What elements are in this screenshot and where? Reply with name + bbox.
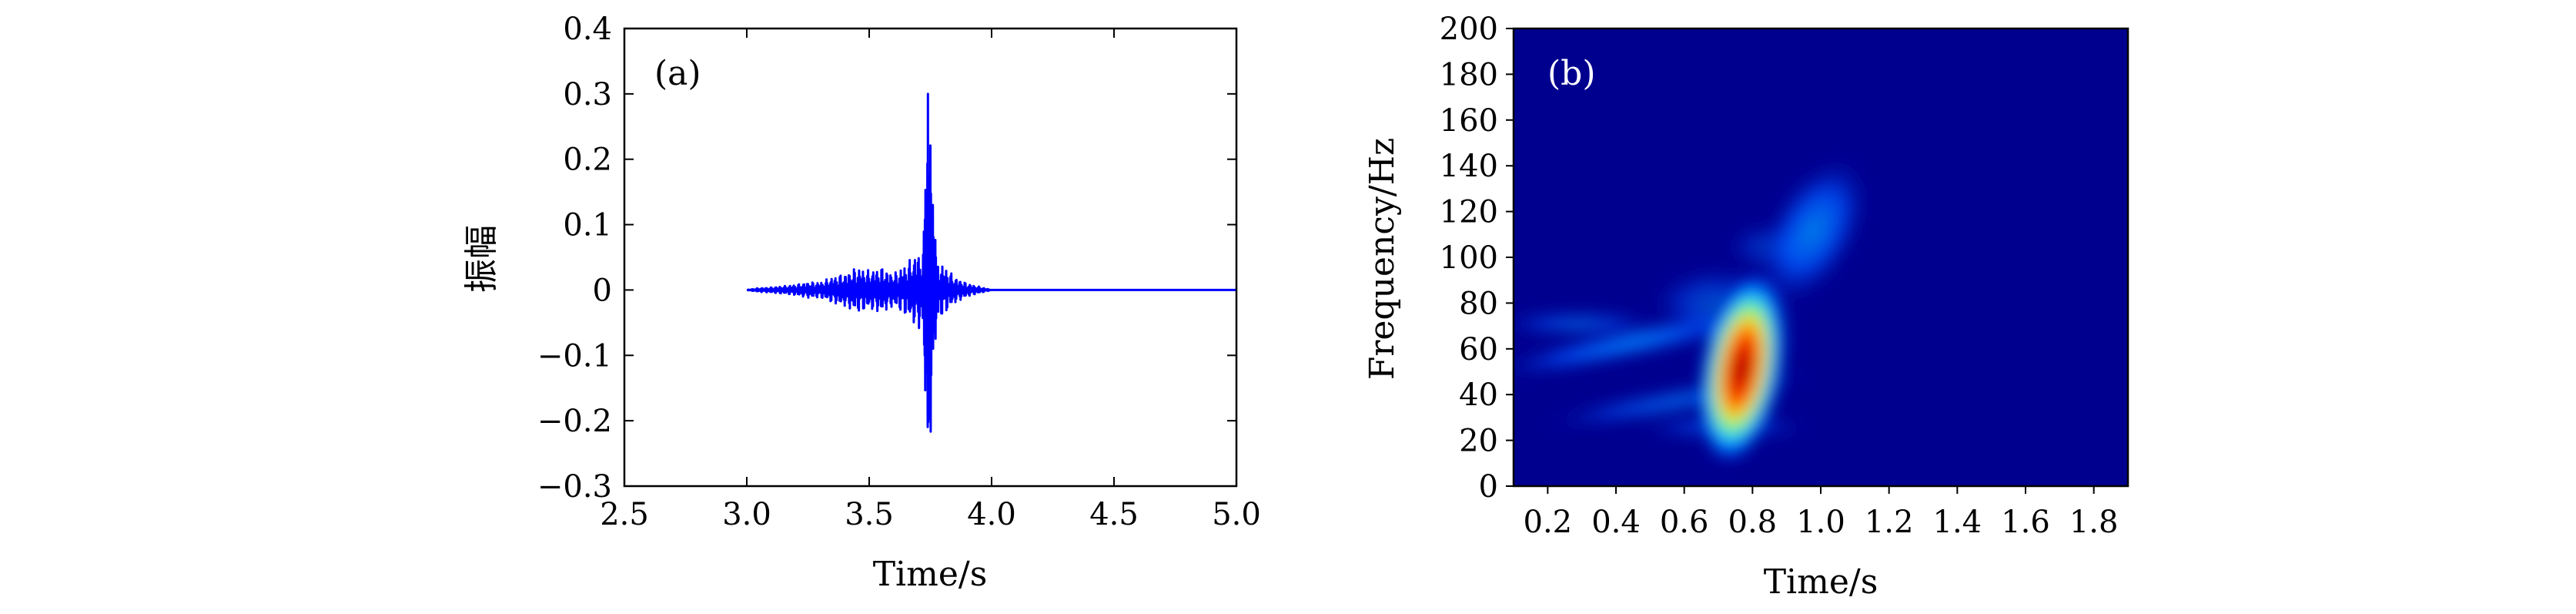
x-tick-label: 0.8 [1728, 505, 1778, 540]
panel-b-tag: (b) [1547, 54, 1596, 93]
panel-a-y-ticks: 0.4 0.3 0.2 0.1 0 −0.1 −0.2 −0.3 [537, 12, 1236, 505]
y-tick-label: 20 [1459, 424, 1498, 459]
y-tick-label: 120 [1440, 195, 1498, 230]
panel-a-y-axis-label: 振幅 [462, 225, 501, 293]
heatmap-streak [1514, 311, 1663, 336]
y-tick-label: −0.3 [537, 469, 612, 505]
x-tick-label: 0.4 [1591, 505, 1641, 540]
panel-a-signal-line [745, 92, 1238, 433]
y-tick-label: 0 [1479, 469, 1498, 505]
panel-a-tag: (a) [654, 54, 701, 93]
x-tick-label: 2.5 [600, 497, 649, 532]
panel-b-x-axis-label: Time/s [1764, 562, 1878, 602]
y-tick-label: 0 [593, 273, 612, 308]
y-tick-label: −0.1 [537, 338, 612, 374]
panel-a-x-axis-label: Time/s [873, 555, 988, 594]
panel-b-x-ticks: 0.2 0.4 0.6 0.8 1.0 1.2 1.4 1.6 1.8 [1524, 486, 2119, 540]
x-tick-label: 4.0 [967, 497, 1016, 532]
y-tick-label: −0.2 [537, 404, 612, 439]
y-tick-label: 140 [1440, 149, 1498, 184]
panel-b-heatmap [1514, 154, 1872, 468]
y-tick-label: 0.1 [563, 208, 612, 243]
x-tick-label: 0.6 [1660, 505, 1709, 540]
panel-a-plot-frame [623, 27, 1238, 488]
y-tick-label: 40 [1459, 377, 1498, 413]
heatmap-main-peak [1698, 273, 1785, 464]
y-tick-label: 0.4 [563, 12, 612, 47]
panel-a-waveform: 振幅 0.4 0.3 0.2 0.1 0 −0.1 −0.2 −0.3 2.5 3.0 3.5 4.… [462, 12, 1261, 594]
y-tick-label: 160 [1440, 103, 1498, 139]
x-tick-label: 1.2 [1865, 505, 1914, 540]
x-tick-label: 4.5 [1089, 497, 1139, 532]
y-tick-label: 100 [1440, 240, 1498, 276]
y-tick-label: 60 [1459, 332, 1498, 367]
y-tick-label: 180 [1440, 57, 1498, 92]
panel-b-y-axis-label: Frequency/Hz [1363, 138, 1402, 380]
y-tick-label: 80 [1459, 286, 1498, 321]
y-tick-label: 0.2 [563, 143, 612, 178]
x-tick-label: 3.5 [845, 497, 894, 532]
panel-b-plot-frame [1512, 27, 2129, 488]
x-tick-label: 1.4 [1933, 505, 1982, 540]
x-tick-label: 0.2 [1524, 505, 1573, 540]
panel-a-x-ticks: 2.5 3.0 3.5 4.0 4.5 5.0 [600, 29, 1261, 532]
x-tick-label: 1.6 [2001, 505, 2050, 540]
x-tick-label: 3.0 [722, 497, 771, 532]
x-tick-label: 1.0 [1796, 505, 1845, 540]
x-tick-label: 1.8 [2069, 505, 2119, 540]
x-tick-label: 5.0 [1212, 497, 1261, 532]
y-tick-label: 200 [1440, 12, 1498, 47]
y-tick-label: 0.3 [563, 77, 612, 112]
